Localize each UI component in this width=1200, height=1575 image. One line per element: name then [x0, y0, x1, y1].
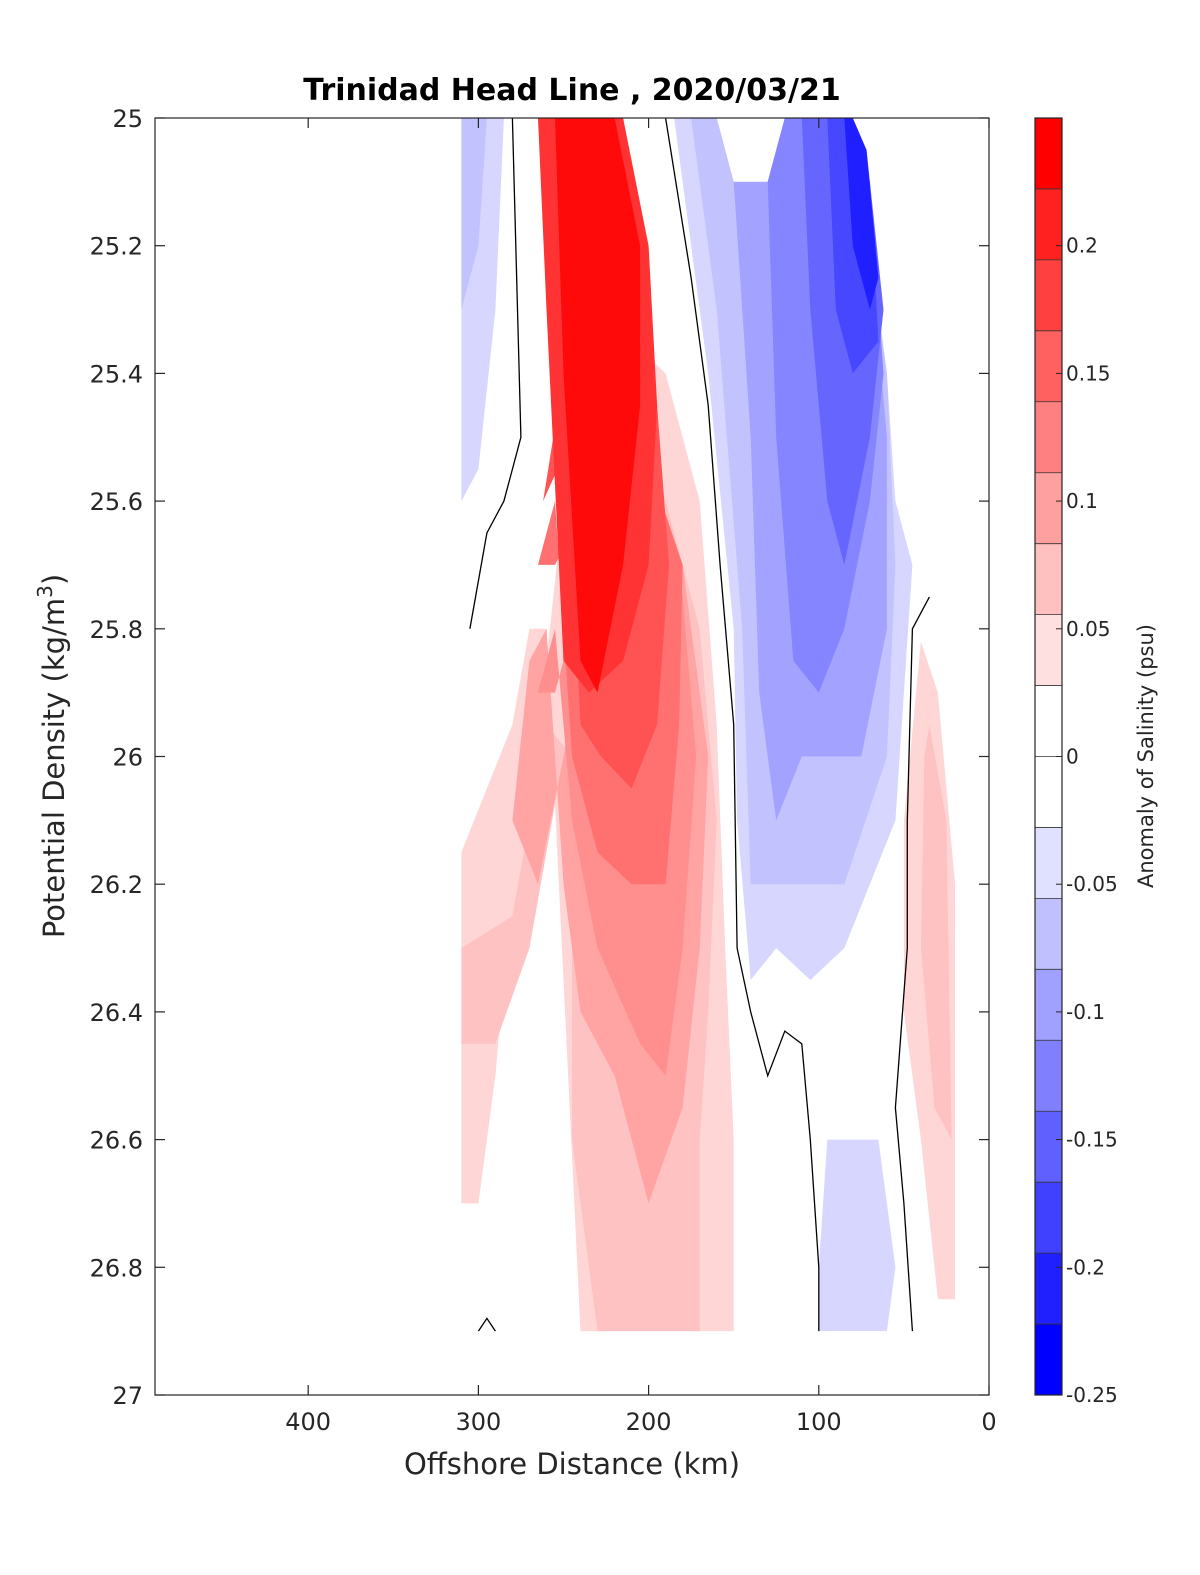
y-tick-label: 25.8 — [90, 616, 143, 644]
colorbar-band — [1035, 1253, 1062, 1325]
y-tick-label: 26.4 — [90, 999, 143, 1027]
y-tick-label: 26.6 — [90, 1127, 143, 1155]
colorbar-tick-label: 0 — [1066, 745, 1079, 769]
colorbar-band — [1035, 1324, 1062, 1396]
plot-area — [461, 117, 955, 1332]
anomaly-region-9 — [555, 118, 641, 693]
y-tick-label: 26.8 — [90, 1254, 143, 1282]
x-tick-label: 100 — [796, 1408, 842, 1436]
colorbar-band — [1035, 969, 1062, 1041]
colorbar-tick-label: -0.25 — [1066, 1383, 1118, 1407]
colorbar-tick-label: 0.2 — [1066, 234, 1098, 258]
colorbar-band — [1035, 472, 1062, 545]
y-tick-label: 25.4 — [90, 360, 143, 388]
colorbar-band — [1035, 1182, 1062, 1254]
colorbar: 0.2 0.15 0.1 0.05 0 -0.05 -0.1 -0.15 -0.2 -0.25 — [1034, 117, 1118, 1407]
y-tick-label: 27 — [112, 1382, 143, 1410]
zero-contour-line-1 — [664, 117, 820, 1332]
zero-contour-line-0 — [469, 117, 522, 629]
colorbar-band — [1035, 330, 1062, 403]
anomaly-region-3 — [920, 724, 952, 1140]
y-axis-label-close: ) — [37, 574, 71, 585]
colorbar-band — [1035, 1111, 1062, 1183]
x-tick-label: 400 — [285, 1408, 331, 1436]
y-tick-label: 26 — [112, 744, 143, 772]
zero-contour-line-3 — [477, 1317, 496, 1332]
colorbar-tick-label: -0.15 — [1066, 1128, 1118, 1152]
colorbar-band — [1035, 1040, 1062, 1112]
y-axis-label-superscript: 3 — [33, 585, 57, 598]
y-axis: 25 25.2 25.4 25.6 25.8 26 26.2 26.4 26.6 26.8 27 — [90, 105, 989, 1410]
y-axis-label: Potential Density (kg/m3) — [33, 574, 71, 938]
colorbar-band — [1035, 401, 1062, 474]
anomaly-region-19 — [818, 1139, 896, 1332]
colorbar-tick-label: 0.05 — [1066, 617, 1111, 641]
colorbar-band — [1035, 898, 1062, 970]
colorbar-tick-label: -0.05 — [1066, 872, 1118, 896]
colorbar-tick-label: 0.1 — [1066, 489, 1098, 513]
colorbar-band — [1035, 259, 1062, 332]
anomaly-region-18 — [844, 118, 879, 310]
colorbar-tick-label: 0.15 — [1066, 361, 1111, 385]
x-tick-label: 0 — [981, 1408, 996, 1436]
y-tick-label: 25.6 — [90, 488, 143, 516]
x-axis: 400 300 200 100 0 — [285, 118, 997, 1436]
colorbar-tick-label: -0.2 — [1066, 1255, 1105, 1279]
colorbar-band — [1035, 614, 1062, 687]
colorbar-tick-label: -0.1 — [1066, 1000, 1105, 1024]
y-tick-label: 26.2 — [90, 871, 143, 899]
x-axis-label: Offshore Distance (km) — [404, 1447, 740, 1481]
x-tick-label: 300 — [455, 1408, 501, 1436]
colorbar-band — [1035, 188, 1062, 261]
y-axis-label-main: Potential Density (kg/m — [37, 598, 71, 938]
anomaly-region-11 — [461, 118, 487, 310]
colorbar-band — [1035, 827, 1062, 899]
y-tick-label: 25.2 — [90, 233, 143, 261]
chart-title: Trinidad Head Line , 2020/03/21 — [303, 73, 840, 108]
colorbar-band — [1035, 118, 1062, 190]
y-tick-label: 25 — [112, 105, 143, 133]
colorbar-label: Anomaly of Salinity (psu) — [1134, 624, 1158, 888]
x-tick-label: 200 — [626, 1408, 672, 1436]
colorbar-band — [1035, 685, 1062, 757]
colorbar-band — [1035, 543, 1062, 616]
zero-contour-line-2 — [894, 596, 930, 1332]
colorbar-band — [1035, 756, 1062, 828]
